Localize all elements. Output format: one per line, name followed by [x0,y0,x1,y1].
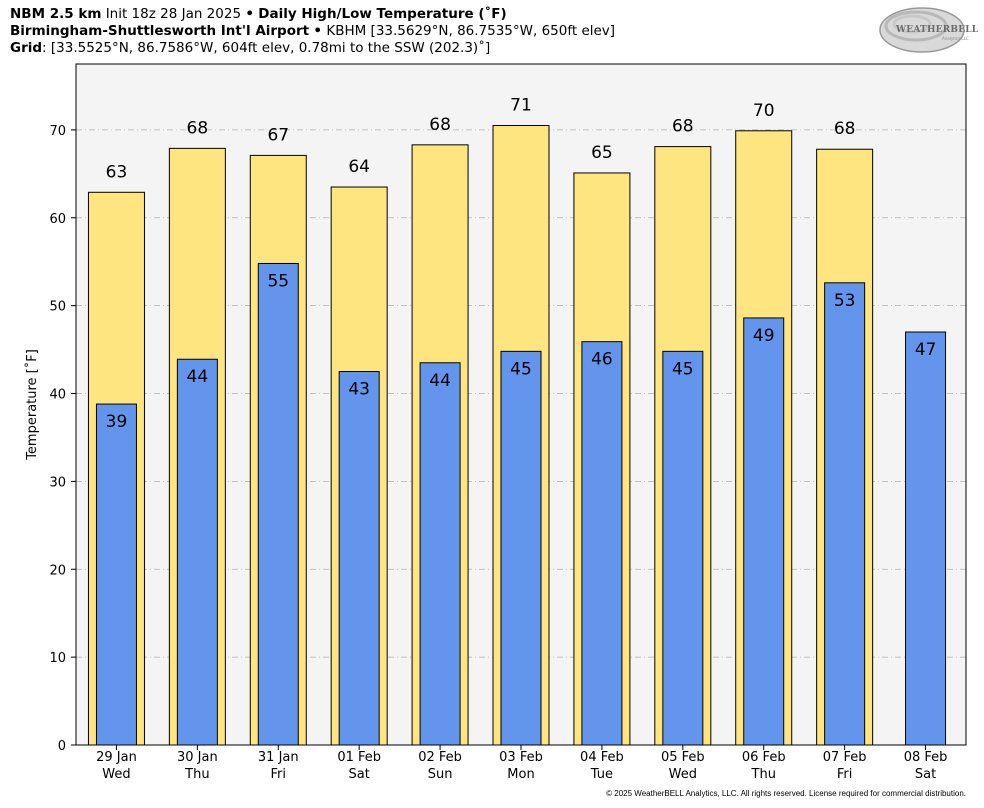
x-tick-label-date: 05 Feb [661,750,705,765]
grid-label: Grid [10,40,43,56]
low-temp-bar [743,317,785,746]
low-temp-label: 49 [753,326,775,346]
x-tick-label-day: Tue [590,767,613,782]
x-tick-label-day: Sun [428,767,453,782]
product-title: Daily High/Low Temperature (˚F) [258,6,507,22]
x-tick-label-day: Sat [915,767,936,782]
x-tick-label-date: 31 Jan [258,750,299,765]
low-temp-label: 45 [510,359,532,379]
low-temp-bar [581,341,623,746]
bullet-separator: • [245,6,254,22]
high-temp-label: 71 [510,96,532,116]
y-tick-label: 20 [49,563,66,578]
low-temp-bar [824,282,866,746]
grid-info: : [33.5525°N, 86.7586°W, 604ft elev, 0.7… [42,40,491,56]
header-line-2: Birmingham-Shuttlesworth Int'l Airport •… [10,23,615,40]
low-temp-bar [419,362,461,746]
header-line-1: NBM 2.5 km Init 18z 28 Jan 2025 • Daily … [10,6,507,23]
x-tick-label-date: 02 Feb [418,750,462,765]
x-tick-label-day: Fri [271,767,287,782]
x-tick-label-date: 06 Feb [742,750,786,765]
x-tick-label-day: Thu [751,767,776,782]
x-tick-label-date: 30 Jan [177,750,218,765]
low-temp-label: 44 [187,367,209,387]
station-name: Birmingham-Shuttlesworth Int'l Airport [10,23,310,39]
station-info: KBHM [33.5629°N, 86.7535°W, 650ft elev] [326,23,616,39]
low-temp-bar [338,371,380,746]
low-temp-label: 39 [106,412,128,432]
low-temp-bar [905,331,947,746]
high-temp-label: 63 [106,162,128,182]
x-tick-label-day: Fri [837,767,853,782]
high-temp-label: 68 [672,117,694,137]
low-temp-label: 46 [591,350,613,370]
low-temp-label: 53 [834,291,856,311]
high-temp-label: 68 [429,115,451,135]
x-tick-label-date: 08 Feb [904,750,948,765]
x-tick-label-date: 29 Jan [96,750,137,765]
low-temp-label: 44 [429,371,451,391]
low-temp-label: 55 [267,271,289,291]
low-temp-bar [257,262,299,746]
logo-subtext: Analytics LLC [942,36,969,41]
high-temp-label: 67 [267,125,289,145]
high-temp-label: 68 [187,118,209,138]
bullet-separator: • [313,23,323,39]
y-tick-label: 40 [49,388,66,403]
x-tick-label-date: 01 Feb [337,750,381,765]
model-name: NBM 2.5 km [10,6,102,22]
y-tick-label: 30 [49,475,66,490]
high-temp-label: 64 [348,157,370,177]
x-tick-label-day: Wed [669,767,697,782]
low-temp-bar [176,358,218,746]
low-temp-label: 45 [672,359,694,379]
y-tick-label: 50 [49,300,66,315]
x-tick-label-day: Mon [507,767,534,782]
x-tick-label-date: 03 Feb [499,750,543,765]
y-tick-label: 10 [49,651,66,666]
low-temp-label: 43 [348,380,370,400]
high-temp-label: 68 [834,119,856,139]
x-tick-label-date: 04 Feb [580,750,624,765]
y-tick-label: 0 [58,739,66,754]
weatherbell-logo: WEATHERBELL Analytics LLC [878,6,978,54]
x-tick-label-day: Sat [349,767,370,782]
x-tick-label-date: 07 Feb [823,750,867,765]
logo-text: WEATHERBELL [896,25,979,35]
high-temp-label: 70 [753,101,775,121]
low-temp-label: 47 [915,340,937,360]
logo-swirl-icon [879,7,965,53]
low-temp-bar [95,403,137,746]
header-line-3: Grid: [33.5525°N, 86.7586°W, 604ft elev,… [10,40,490,57]
y-tick-label: 70 [49,124,66,139]
init-time: Init 18z 28 Jan 2025 [105,6,242,22]
y-tick-label: 60 [49,212,66,227]
high-temp-label: 65 [591,143,613,163]
low-temp-bar [662,350,704,746]
y-axis-label: Temperature [˚F] [24,349,40,461]
low-temp-bar [500,350,542,746]
x-tick-label-day: Thu [184,767,209,782]
x-tick-label-day: Wed [102,767,130,782]
copyright-notice: © 2025 WeatherBELL Analytics, LLC. All r… [606,789,966,798]
